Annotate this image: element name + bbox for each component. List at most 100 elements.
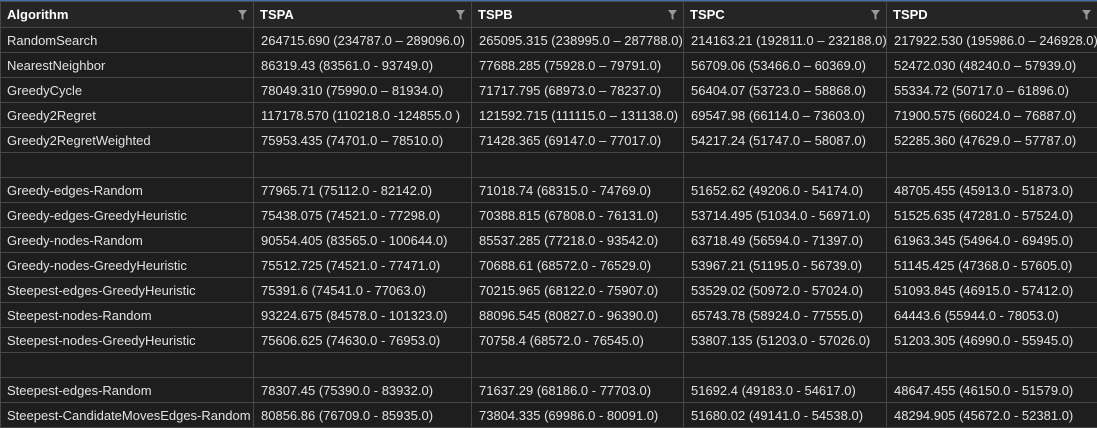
result-cell[interactable]: 78307.45 (75390.0 - 83932.0) bbox=[254, 378, 472, 403]
result-cell[interactable] bbox=[684, 153, 887, 178]
result-cell[interactable]: 265095.315 (238995.0 – 287788.0) bbox=[472, 28, 684, 53]
table-row-separator[interactable] bbox=[1, 153, 1097, 178]
result-cell[interactable] bbox=[887, 153, 1097, 178]
result-cell[interactable]: 52285.360 (47629.0 – 57787.0) bbox=[887, 128, 1097, 153]
result-cell[interactable]: 80856.86 (76709.0 - 85935.0) bbox=[254, 403, 472, 428]
result-cell[interactable]: 53529.02 (50972.0 - 57024.0) bbox=[684, 278, 887, 303]
result-cell[interactable]: 75512.725 (74521.0 - 77471.0) bbox=[254, 253, 472, 278]
filter-icon[interactable] bbox=[1082, 10, 1091, 20]
result-cell[interactable]: 71900.575 (66024.0 – 76887.0) bbox=[887, 103, 1097, 128]
result-cell[interactable]: 61963.345 (54964.0 - 69495.0) bbox=[887, 228, 1097, 253]
algorithm-cell[interactable] bbox=[1, 353, 254, 378]
filter-icon[interactable] bbox=[238, 10, 247, 20]
algorithm-cell[interactable]: Steepest-CandidateMovesEdges-Random bbox=[1, 403, 254, 428]
result-cell[interactable]: 71717.795 (68973.0 – 78237.0) bbox=[472, 78, 684, 103]
table-row-separator[interactable] bbox=[1, 353, 1097, 378]
result-cell[interactable] bbox=[254, 153, 472, 178]
result-cell[interactable]: 51093.845 (46915.0 - 57412.0) bbox=[887, 278, 1097, 303]
algorithm-cell[interactable] bbox=[1, 153, 254, 178]
result-cell[interactable]: 69547.98 (66114.0 – 73603.0) bbox=[684, 103, 887, 128]
result-cell[interactable]: 264715.690 (234787.0 – 289096.0) bbox=[254, 28, 472, 53]
result-cell[interactable]: 93224.675 (84578.0 - 101323.0) bbox=[254, 303, 472, 328]
result-cell[interactable]: 75391.6 (74541.0 - 77063.0) bbox=[254, 278, 472, 303]
result-cell[interactable] bbox=[472, 353, 684, 378]
result-cell[interactable]: 51652.62 (49206.0 - 54174.0) bbox=[684, 178, 887, 203]
algorithm-cell[interactable]: NearestNeighbor bbox=[1, 53, 254, 78]
result-cell[interactable] bbox=[472, 153, 684, 178]
filter-icon[interactable] bbox=[456, 10, 465, 20]
result-cell[interactable]: 88096.545 (80827.0 - 96390.0) bbox=[472, 303, 684, 328]
algorithm-cell[interactable]: Greedy-nodes-GreedyHeuristic bbox=[1, 253, 254, 278]
algorithm-cell[interactable]: GreedyCycle bbox=[1, 78, 254, 103]
result-cell[interactable]: 71637.29 (68186.0 - 77703.0) bbox=[472, 378, 684, 403]
result-cell[interactable]: 70758.4 (68572.0 - 76545.0) bbox=[472, 328, 684, 353]
result-cell[interactable]: 78049.310 (75990.0 – 81934.0) bbox=[254, 78, 472, 103]
column-header-tspd[interactable]: TSPD bbox=[887, 2, 1097, 28]
result-cell[interactable]: 85537.285 (77218.0 - 93542.0) bbox=[472, 228, 684, 253]
algorithm-cell[interactable]: Greedy2RegretWeighted bbox=[1, 128, 254, 153]
algorithm-cell[interactable]: Greedy-edges-Random bbox=[1, 178, 254, 203]
algorithm-cell[interactable]: RandomSearch bbox=[1, 28, 254, 53]
algorithm-cell[interactable]: Greedy-nodes-Random bbox=[1, 228, 254, 253]
result-cell[interactable]: 71018.74 (68315.0 - 74769.0) bbox=[472, 178, 684, 203]
result-cell[interactable]: 86319.43 (83561.0 - 93749.0) bbox=[254, 53, 472, 78]
result-cell[interactable]: 51203.305 (46990.0 - 55945.0) bbox=[887, 328, 1097, 353]
result-cell[interactable]: 51680.02 (49141.0 - 54538.0) bbox=[684, 403, 887, 428]
result-cell[interactable] bbox=[684, 353, 887, 378]
result-cell[interactable]: 52472.030 (48240.0 – 57939.0) bbox=[887, 53, 1097, 78]
algorithm-cell[interactable]: Steepest-nodes-Random bbox=[1, 303, 254, 328]
algorithm-cell[interactable]: Steepest-nodes-GreedyHeuristic bbox=[1, 328, 254, 353]
result-cell[interactable]: 48705.455 (45913.0 - 51873.0) bbox=[887, 178, 1097, 203]
result-cell[interactable]: 56404.07 (53723.0 – 58868.0) bbox=[684, 78, 887, 103]
result-cell[interactable]: 63718.49 (56594.0 - 71397.0) bbox=[684, 228, 887, 253]
result-cell[interactable]: 121592.715 (111115.0 – 131138.0) bbox=[472, 103, 684, 128]
result-cell[interactable]: 71428.365 (69147.0 – 77017.0) bbox=[472, 128, 684, 153]
column-header-tspb[interactable]: TSPB bbox=[472, 2, 684, 28]
result-cell[interactable]: 56709.06 (53466.0 – 60369.0) bbox=[684, 53, 887, 78]
column-header-tspc[interactable]: TSPC bbox=[684, 2, 887, 28]
filter-icon[interactable] bbox=[668, 10, 677, 20]
column-header-algorithm[interactable]: Algorithm bbox=[1, 2, 254, 28]
result-cell[interactable]: 75606.625 (74630.0 - 76953.0) bbox=[254, 328, 472, 353]
result-cell[interactable]: 48294.905 (45672.0 - 52381.0) bbox=[887, 403, 1097, 428]
result-cell[interactable]: 73804.335 (69986.0 - 80091.0) bbox=[472, 403, 684, 428]
result-cell[interactable] bbox=[887, 353, 1097, 378]
result-cell[interactable]: 65743.78 (58924.0 - 77555.0) bbox=[684, 303, 887, 328]
result-cell[interactable]: 75438.075 (74521.0 - 77298.0) bbox=[254, 203, 472, 228]
result-cell[interactable]: 64443.6 (55944.0 - 78053.0) bbox=[887, 303, 1097, 328]
result-cell[interactable]: 70215.965 (68122.0 - 75907.0) bbox=[472, 278, 684, 303]
result-cell[interactable]: 51692.4 (49183.0 - 54617.0) bbox=[684, 378, 887, 403]
result-cell[interactable]: 70388.815 (67808.0 - 76131.0) bbox=[472, 203, 684, 228]
result-cell[interactable]: 48647.455 (46150.0 - 51579.0) bbox=[887, 378, 1097, 403]
result-cell[interactable]: 51525.635 (47281.0 - 57524.0) bbox=[887, 203, 1097, 228]
result-cell[interactable]: 117178.570 (110218.0 -124855.0 ) bbox=[254, 103, 472, 128]
result-cell[interactable] bbox=[254, 353, 472, 378]
algorithm-cell[interactable]: Greedy-edges-GreedyHeuristic bbox=[1, 203, 254, 228]
filter-icon[interactable] bbox=[871, 10, 880, 20]
result-cell[interactable]: 90554.405 (83565.0 - 100644.0) bbox=[254, 228, 472, 253]
result-cell[interactable]: 51145.425 (47368.0 - 57605.0) bbox=[887, 253, 1097, 278]
result-cell[interactable]: 55334.72 (50717.0 – 61896.0) bbox=[887, 78, 1097, 103]
algorithm-cell[interactable]: Greedy2Regret bbox=[1, 103, 254, 128]
table-row[interactable]: RandomSearch 264715.690 (234787.0 – 2890… bbox=[1, 28, 1097, 53]
result-cell[interactable]: 214163.21 (192811.0 – 232188.0) bbox=[684, 28, 887, 53]
column-header-tspa[interactable]: TSPA bbox=[254, 2, 472, 28]
algorithm-cell[interactable]: Steepest-edges-GreedyHeuristic bbox=[1, 278, 254, 303]
result-cell[interactable]: 77965.71 (75112.0 - 82142.0) bbox=[254, 178, 472, 203]
result-cell[interactable]: 53967.21 (51195.0 - 56739.0) bbox=[684, 253, 887, 278]
result-cell[interactable]: 54217.24 (51747.0 – 58087.0) bbox=[684, 128, 887, 153]
result-cell[interactable]: 53714.495 (51034.0 - 56971.0) bbox=[684, 203, 887, 228]
